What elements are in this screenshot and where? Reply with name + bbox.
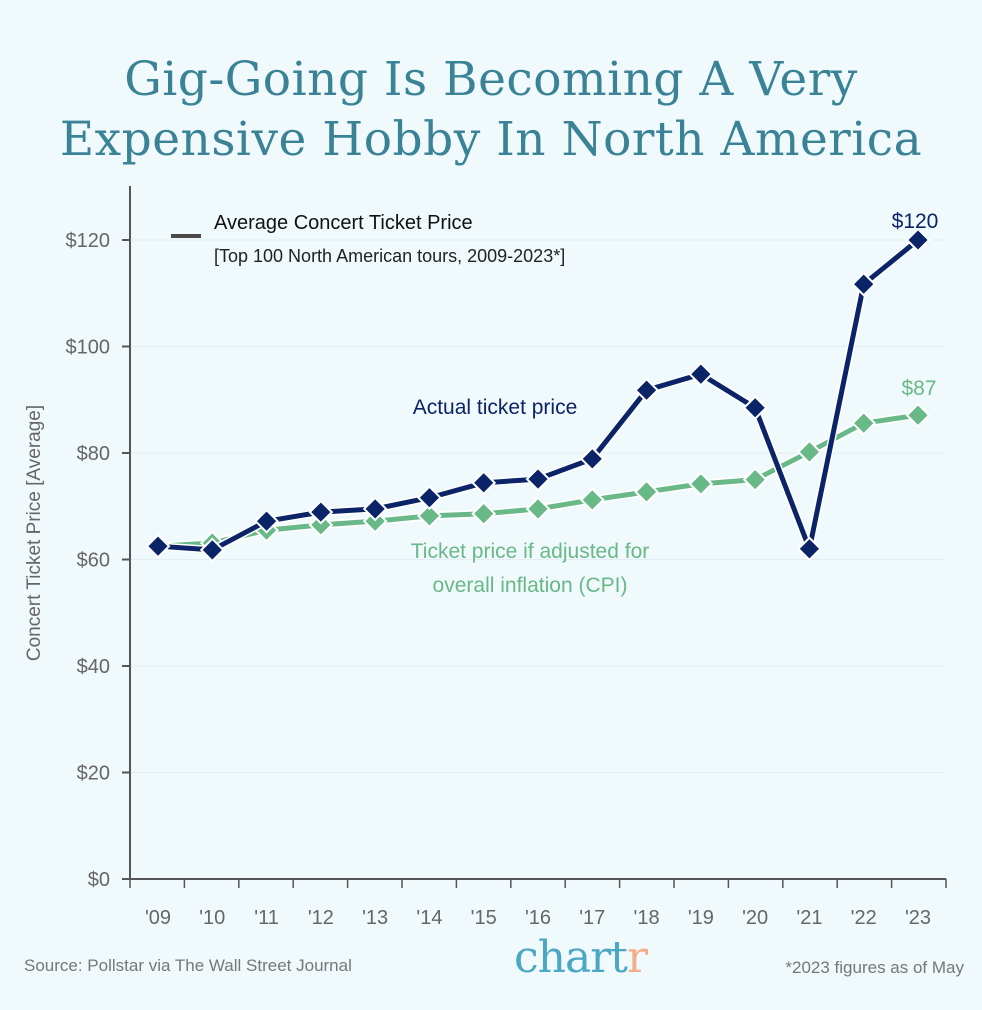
series-actual xyxy=(145,227,931,563)
series-cpi xyxy=(145,402,931,559)
y-tick-label: $60 xyxy=(77,550,110,572)
logo-accent-text: r xyxy=(626,932,648,983)
x-tick-label: '16 xyxy=(525,907,551,929)
y-tick-label: $120 xyxy=(66,230,111,252)
x-tick-label: '18 xyxy=(634,907,660,929)
x-tick-label: '23 xyxy=(905,907,931,929)
x-tick-label: '21 xyxy=(796,907,822,929)
cpi-marker xyxy=(742,467,768,493)
actual-marker xyxy=(308,499,334,525)
x-tick-label: '20 xyxy=(742,907,768,929)
footnote: *2023 figures as of May xyxy=(785,958,964,977)
actual-marker xyxy=(145,533,171,559)
x-tick-label: '12 xyxy=(308,907,334,929)
cpi-series-label-line-2: overall inflation (CPI) xyxy=(433,574,628,597)
actual-marker xyxy=(634,377,659,403)
x-tick-label: '10 xyxy=(199,907,225,929)
actual-marker xyxy=(797,536,822,562)
logo-main-text: chart xyxy=(514,932,628,983)
chart-title-line-2: Expensive Hobby In North America xyxy=(59,112,923,167)
y-axis-title: Concert Ticket Price [Average] xyxy=(24,405,45,661)
actual-marker xyxy=(362,496,388,522)
cpi-marker xyxy=(851,410,877,436)
legend: Average Concert Ticket Price [Top 100 No… xyxy=(171,212,565,266)
cpi-series-label-line-1: Ticket price if adjusted for xyxy=(411,540,650,563)
actual-series-label: Actual ticket price xyxy=(413,396,578,419)
y-tick-label: $40 xyxy=(77,656,110,678)
chart-title: Gig-Going Is Becoming A Very Expensive H… xyxy=(0,50,982,170)
cpi-marker xyxy=(905,402,931,428)
x-tick-label: '19 xyxy=(688,907,714,929)
y-tick-label: $100 xyxy=(66,337,111,359)
actual-marker xyxy=(254,508,279,534)
cpi-marker xyxy=(308,512,334,538)
axes xyxy=(122,186,946,880)
chartr-logo: chartr xyxy=(514,932,648,983)
cpi-marker xyxy=(797,439,822,465)
cpi-marker xyxy=(525,496,551,522)
source-note: Source: Pollstar via The Wall Street Jou… xyxy=(24,956,352,975)
legend-title: Average Concert Ticket Price xyxy=(214,212,473,234)
cpi-marker xyxy=(417,503,442,529)
cpi-marker xyxy=(688,471,714,497)
cpi-marker xyxy=(634,479,659,505)
actual-marker xyxy=(525,466,551,492)
chart-title-line-1: Gig-Going Is Becoming A Very xyxy=(124,52,858,107)
x-tick-label: '17 xyxy=(579,907,605,929)
actual-end-label: $120 xyxy=(892,210,939,233)
y-tick-label: $80 xyxy=(77,443,110,465)
x-tick-label: '22 xyxy=(851,907,877,929)
actual-marker xyxy=(471,470,497,496)
y-axis-ticks: $0 $20 $40 $60 $80 $100 $120 xyxy=(66,230,130,891)
x-tick-label: '09 xyxy=(145,907,171,929)
actual-marker xyxy=(742,395,768,421)
y-tick-label: $20 xyxy=(77,763,110,785)
actual-marker xyxy=(851,271,877,297)
actual-marker xyxy=(579,446,605,472)
actual-marker xyxy=(417,485,442,511)
legend-subtitle: [Top 100 North American tours, 2009-2023… xyxy=(214,246,565,266)
x-axis-ticks: '09 '10 '11 '12 '13 '14 '15 '16 '17 '18 '19 '20 '21 '… xyxy=(129,879,947,929)
y-tick-label: $0 xyxy=(88,869,110,891)
cpi-marker xyxy=(471,501,497,527)
cpi-marker xyxy=(579,487,605,513)
x-tick-label: '11 xyxy=(254,907,279,929)
x-tick-label: '13 xyxy=(362,907,388,929)
actual-marker xyxy=(905,227,931,253)
x-tick-label: '14 xyxy=(416,907,442,929)
cpi-end-label: $87 xyxy=(901,377,936,400)
actual-marker xyxy=(688,361,714,387)
actual-marker xyxy=(199,537,225,563)
x-tick-label: '15 xyxy=(471,907,497,929)
